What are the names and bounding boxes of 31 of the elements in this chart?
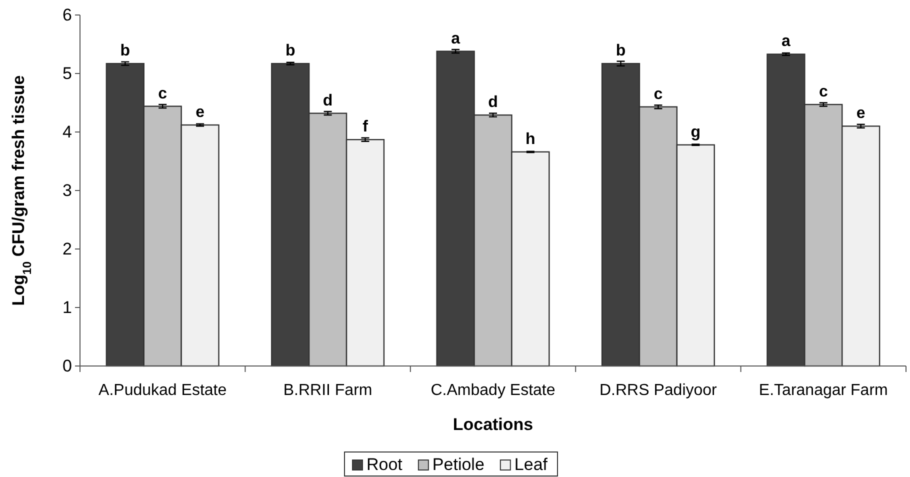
legend-label: Root <box>366 455 403 474</box>
annotation: g <box>690 124 701 141</box>
annotation: c <box>818 84 828 101</box>
annotation: e <box>856 105 866 122</box>
y-tick-label: 1 <box>62 298 72 317</box>
y-tick-label: 2 <box>62 239 72 258</box>
legend-label: Petiole <box>432 455 484 474</box>
annotation: b <box>285 42 296 60</box>
annotation: a <box>782 33 790 50</box>
x-tick-label: C.Ambady Estate <box>430 382 556 399</box>
y-tick-label: 0 <box>62 356 72 376</box>
annotation: a <box>451 30 460 48</box>
annotation: c <box>654 86 663 103</box>
x-tick-label: B.RRII Farm <box>283 382 372 399</box>
x-tick-label: A.Pudukad Estate <box>98 382 227 399</box>
annotation: c <box>158 85 168 102</box>
annotation: f <box>362 118 369 136</box>
legend-label: Leaf <box>514 455 548 474</box>
y-tick-label: 6 <box>62 5 72 24</box>
annotation: h <box>526 130 536 148</box>
y-tick-label: 5 <box>62 64 72 83</box>
y-tick-label: 4 <box>62 122 72 142</box>
annotation: d <box>488 94 498 112</box>
y-tick-label: 3 <box>62 180 72 200</box>
x-tick-label: D.RRS Padiyoor <box>600 382 718 399</box>
annotation: b <box>120 42 130 60</box>
annotation: e <box>196 104 205 121</box>
x-tick-label: E.Taranagar Farm <box>758 382 888 399</box>
annotation: d <box>322 92 333 110</box>
x-axis-title: Locations <box>452 415 534 434</box>
annotation: b <box>616 42 626 60</box>
